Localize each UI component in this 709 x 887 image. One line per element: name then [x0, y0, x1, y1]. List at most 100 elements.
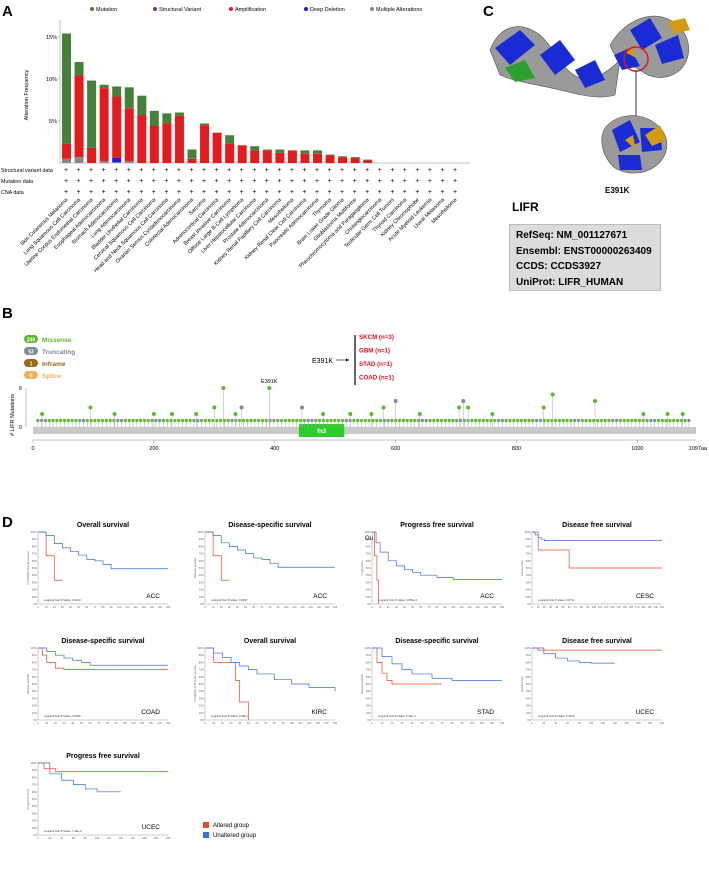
- km-x-tick: 70: [427, 605, 430, 609]
- lollipop-head: [622, 418, 626, 423]
- row-mark: +: [177, 178, 181, 185]
- lollipop-head: [51, 418, 55, 423]
- km-y-tick: 100%: [30, 646, 37, 650]
- row-mark: +: [189, 178, 193, 185]
- km-x-tick: 0: [37, 605, 39, 609]
- bar-amplification: [250, 150, 260, 163]
- lollipop-head: [599, 418, 603, 423]
- legend-label: Splice: [42, 373, 62, 380]
- lollipop-head: [139, 418, 143, 423]
- lollipop-head: [527, 418, 531, 423]
- km-y-tick: 50%: [526, 566, 532, 570]
- bar-mutation: [275, 149, 285, 153]
- lollipop-head: [668, 418, 672, 423]
- row-mark: +: [415, 178, 419, 185]
- panel-a-ylabel: Alteration Frequency: [24, 69, 30, 120]
- km-x-tick: 190: [647, 605, 652, 609]
- lollipop-head: [180, 418, 185, 423]
- lollipop-head: [253, 418, 257, 423]
- lollipop-head: [550, 392, 555, 397]
- km-title: Overall survival: [244, 638, 296, 645]
- lollipop-head: [369, 412, 374, 416]
- km-x-tick: 70: [93, 605, 96, 609]
- lollipop-head: [649, 418, 653, 423]
- lollipop-head: [146, 418, 150, 423]
- legend-count: 249: [27, 337, 36, 343]
- lollipop-head: [196, 418, 200, 423]
- km-x-tick: 10: [212, 721, 215, 725]
- km-y-tick: 30%: [32, 696, 38, 700]
- lollipop-head: [104, 418, 108, 423]
- km-curve-unaltered: [532, 531, 662, 541]
- row-mark: +: [77, 189, 81, 196]
- km-plot-7: 100% 90% 80% 70% 60% 50% 40% 30% 20% 10% 0%0 10 20 30…: [360, 638, 505, 725]
- lollipop-head: [344, 418, 348, 423]
- km-y-tick: 90%: [526, 537, 532, 541]
- km-y-tick: 80%: [199, 544, 205, 548]
- lollipop-head: [325, 418, 329, 423]
- km-x-tick: 20: [220, 605, 223, 609]
- row-mark: +: [252, 189, 256, 196]
- row-label-mutation: Mutation data: [1, 179, 33, 185]
- km-y-tick: 90%: [32, 537, 38, 541]
- km-x-tick: 70: [574, 605, 577, 609]
- lollipop-head: [221, 386, 226, 390]
- callout-mutation: E391K: [312, 358, 333, 365]
- km-y-tick: 0%: [200, 718, 204, 722]
- km-y-tick: 20%: [199, 588, 205, 592]
- bar-multiple-alterations: [112, 162, 122, 163]
- lollipop-head: [89, 418, 93, 423]
- km-x-tick: 50: [80, 721, 83, 725]
- km-y-tick: 0%: [367, 718, 371, 722]
- km-x-tick: 220: [166, 836, 171, 840]
- km-x-tick: 110: [292, 605, 297, 609]
- lollipop-head: [405, 418, 409, 423]
- km-x-tick: 90: [110, 605, 113, 609]
- lollipop-head: [665, 412, 670, 416]
- km-curve-unaltered: [38, 531, 168, 570]
- km-y-tick: 80%: [32, 775, 38, 779]
- km-x-tick: 130: [316, 721, 321, 725]
- km-x-tick: 80: [102, 605, 105, 609]
- row-mark: +: [139, 178, 143, 185]
- panel-a-bar-chart: Alteration Frequency Mutation Structural …: [1, 7, 470, 274]
- lollipop-head: [477, 418, 482, 423]
- row-mark: +: [265, 189, 269, 196]
- row-mark: +: [302, 167, 306, 174]
- lollipop-head: [203, 418, 207, 423]
- domain-label: fn3: [317, 429, 327, 435]
- km-x-tick: 90: [461, 721, 464, 725]
- km-y-tick: 60%: [526, 675, 532, 679]
- row-mark: +: [215, 189, 219, 196]
- lollipop-head: [474, 418, 478, 423]
- km-x-tick: 80: [436, 605, 439, 609]
- km-x-tick: 160: [333, 605, 338, 609]
- row-mark: +: [114, 178, 118, 185]
- lollipop-head: [249, 418, 253, 423]
- lollipop-head: [538, 418, 543, 423]
- lollipop-head: [184, 418, 188, 423]
- km-curve-unaltered: [372, 531, 502, 580]
- km-y-tick: 60%: [199, 559, 205, 563]
- km-x-tick: 140: [324, 721, 329, 725]
- lollipop-head: [40, 418, 44, 423]
- km-title: Disease-specific survival: [228, 522, 311, 529]
- km-x-tick: 100: [592, 605, 597, 609]
- legend-label-1: Unaltered group: [213, 833, 257, 839]
- km-x-tick: 60: [252, 605, 255, 609]
- lollipop-head: [618, 418, 622, 423]
- km-y-tick: 30%: [199, 580, 205, 584]
- km-x-tick: 80: [580, 605, 583, 609]
- km-x-tick: 150: [325, 605, 330, 609]
- row-mark: +: [415, 189, 419, 196]
- lollipop-head: [393, 399, 398, 403]
- row-mark: +: [202, 167, 206, 174]
- km-pvalue: Logrank Test P-Value: 3.08e-4: [211, 714, 249, 718]
- km-y-tick: 60%: [32, 559, 38, 563]
- km-x-tick: 220: [660, 721, 665, 725]
- row-mark: +: [340, 178, 344, 185]
- lollipop-head: [135, 418, 139, 423]
- lollipop-head: [212, 405, 217, 410]
